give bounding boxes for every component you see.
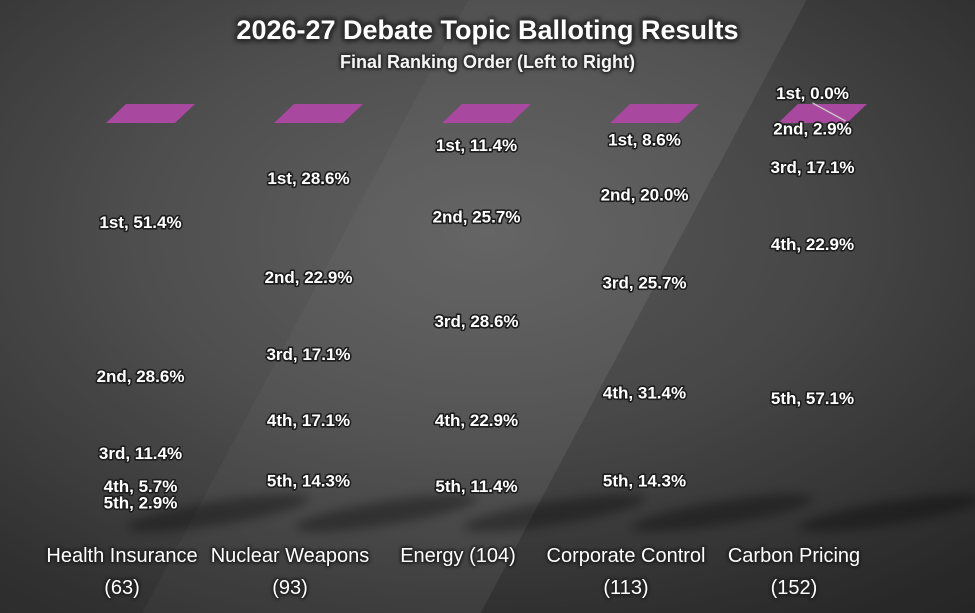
bar-shadow (631, 494, 813, 532)
segment-label: 4th, 31.4% (603, 384, 686, 403)
segment-label: 5th, 2.9% (104, 493, 178, 512)
segment-label: 2nd, 25.7% (433, 207, 521, 226)
category-label: Corporate Control (113) (546, 545, 706, 599)
segment-label: 1st, 11.4% (436, 136, 517, 155)
segment-label: 5th, 14.3% (267, 471, 350, 490)
bar-0: 5th, 2.9%4th, 5.7% 3rd, 11.4% 2nd, 28.6% 1s… (95, 104, 309, 532)
segment-label: 1st, 28.6% (267, 169, 349, 188)
leader-line (812, 102, 846, 122)
chart-title: 2026-27 Debate Topic Balloting Results (236, 15, 739, 45)
category-label: Energy (104) (400, 545, 516, 567)
segment-label: 3rd, 28.6% (434, 312, 518, 331)
segment-label: 3rd, 25.7% (602, 274, 686, 293)
category-label: Nuclear Weapons (93) (210, 545, 370, 599)
segment-label: 4th, 22.9% (435, 411, 518, 430)
segment-label: 1st, 51.4% (99, 213, 181, 232)
segment-label: 5th, 14.3% (603, 471, 686, 490)
chart-subtitle: Final Ranking Order (Left to Right) (340, 52, 635, 72)
segment-label: 1st, 8.6% (608, 131, 681, 150)
segment-label: 3rd, 11.4% (99, 444, 182, 463)
segment-label: 2nd, 22.9% (265, 268, 353, 287)
bar-top-face (106, 104, 195, 123)
bar-2: 5th, 11.4% 4th, 22.9% 3rd, 28.6% 2nd, 25.7%… (431, 104, 645, 532)
segment-label: 3rd, 17.1% (770, 158, 854, 177)
bar-shadow (295, 494, 477, 532)
category-label: Health Insurance (63) (46, 545, 198, 599)
segment-label: 2nd, 20.0% (601, 186, 689, 205)
bar-3: 5th, 14.3% 4th, 31.4% 3rd, 25.7% 2nd, 20.0%… (599, 104, 813, 532)
bar-top-face (778, 104, 867, 123)
segment-label: 1st, 0.0% (776, 84, 849, 103)
segment-label: 2nd, 28.6% (97, 367, 185, 386)
bar-top-face (610, 104, 699, 123)
segment-label: 4th, 17.1% (267, 411, 350, 430)
bar-1: 5th, 14.3% 4th, 17.1% 3rd, 17.1% 2nd, 22.9%… (263, 104, 477, 532)
segment-label: 2nd, 2.9% (773, 120, 851, 139)
bar-shadow (799, 494, 975, 532)
bar-shadow (127, 494, 309, 532)
segment-label: 5th, 11.4% (435, 477, 517, 496)
bar-top-face (442, 104, 531, 123)
bar-shadow (463, 494, 645, 532)
segment-label: 3rd, 17.1% (266, 345, 350, 364)
segment-label: 4th, 22.9% (771, 235, 854, 254)
segment-label: 5th, 57.1% (771, 389, 854, 408)
bar-top-face (274, 104, 363, 123)
segment-label: 4th, 5.7% (104, 477, 178, 496)
category-label: Carbon Pricing (152) (727, 545, 861, 599)
bar-4: 5th, 57.1% 4th, 22.9% 3rd, 17.1% 2nd, 2.9% 1… (769, 82, 975, 532)
